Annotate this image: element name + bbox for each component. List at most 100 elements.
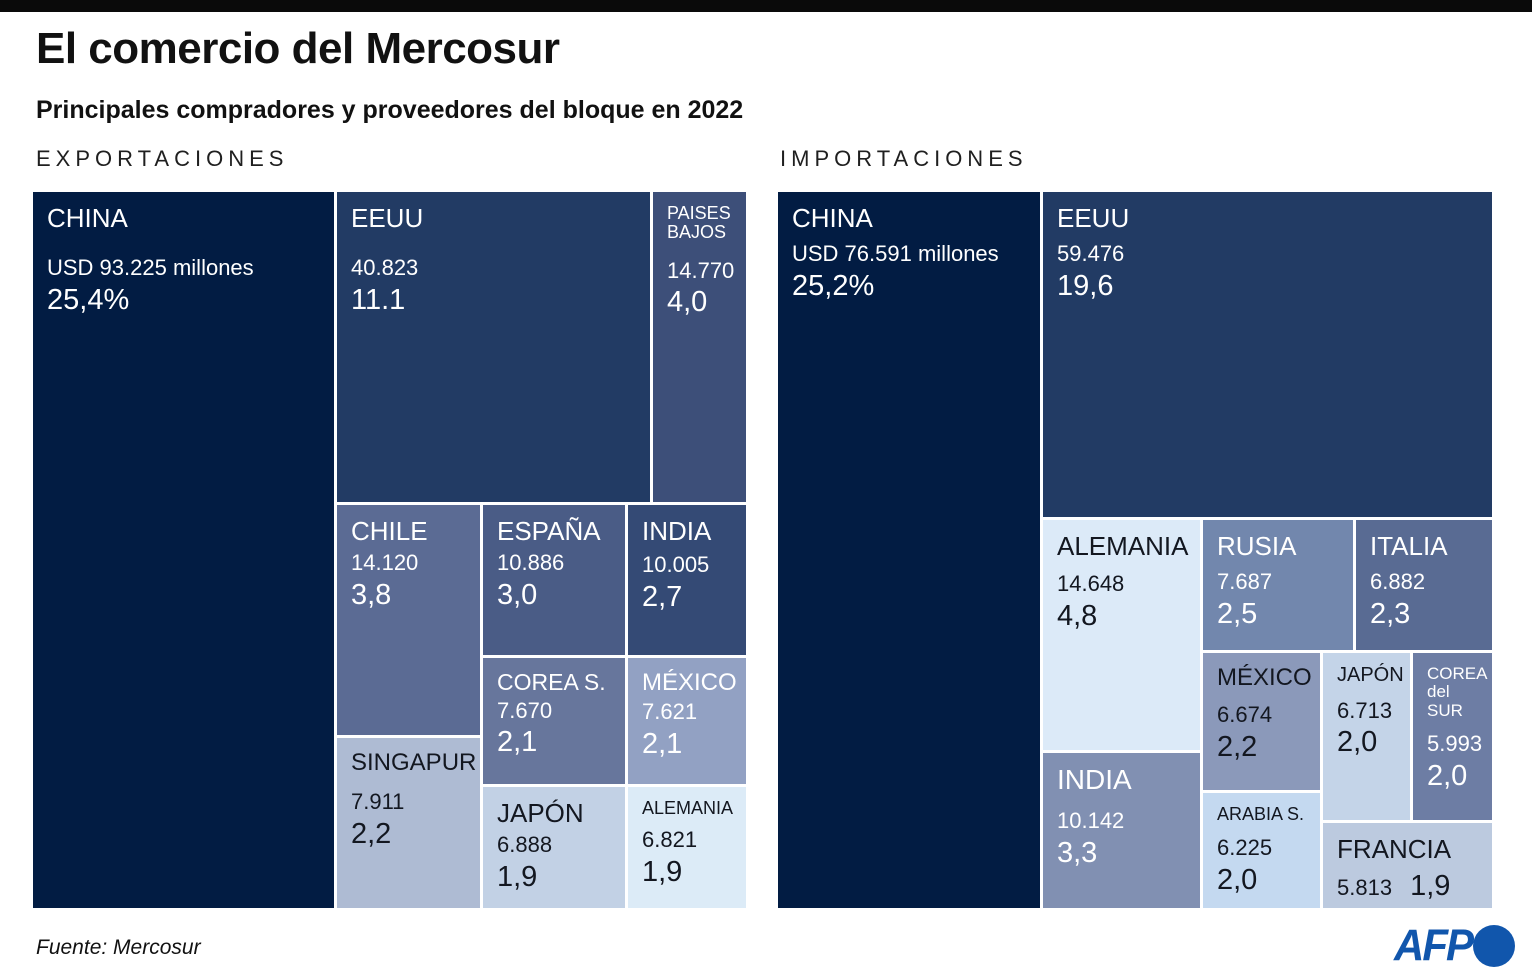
treemap-cell-japon: JAPÓN 6.888 1,9 <box>483 787 625 908</box>
cell-percent-label: 19,6 <box>1057 269 1114 302</box>
cell-value-label: 7.670 <box>497 697 553 723</box>
source-note: Fuente: Mercosur <box>36 936 201 959</box>
page-title: El comercio del Mercosur <box>36 24 560 73</box>
treemap-cell-singapur: SINGAPUR 7.911 2,2 <box>337 738 480 908</box>
cell-percent-label: 1,9 <box>1410 870 1451 903</box>
cell-value-label: 6.882 <box>1370 569 1426 595</box>
cell-percent-label: 2,0 <box>1427 759 1468 792</box>
cell-country-label: RUSIA <box>1217 531 1297 561</box>
cell-value-label: 59.476 <box>1057 241 1125 267</box>
cell-value-label: 10.142 <box>1057 808 1125 834</box>
treemap-cell-china: CHINA USD 93.225 millones 25,4% <box>33 192 334 908</box>
treemap-cell-francia: FRANCIA 5.813 1,9 <box>1323 823 1492 908</box>
cell-value-label: 6.674 <box>1217 701 1273 727</box>
treemap-cell-japon: JAPÓN 6.713 2,0 <box>1323 653 1410 820</box>
cell-country-label: ALEMANIA <box>1057 531 1189 561</box>
cell-percent-label: 2,3 <box>1370 597 1411 630</box>
cell-percent-label: 3,3 <box>1057 836 1098 869</box>
afp-logo-text: AFP <box>1394 920 1474 971</box>
treemap-imports: CHINA USD 76.591 millones 25,2% EEUU 59.476 1… <box>778 192 1492 908</box>
top-bar <box>0 0 1532 12</box>
cell-country-label: INDIA <box>1057 764 1132 795</box>
cell-country-label: COREA del SUR <box>1427 664 1488 720</box>
cell-percent-label: 2,0 <box>1217 864 1258 897</box>
cell-percent-label: 3,8 <box>351 578 392 611</box>
cell-percent-label: 1,9 <box>497 860 538 893</box>
cell-percent-label: 2,1 <box>497 726 538 759</box>
cell-value-label: 10.005 <box>642 552 710 578</box>
treemap-cell-india: INDIA 10.005 2,7 <box>628 505 746 655</box>
cell-value-label: 5.993 <box>1427 731 1483 757</box>
cell-percent-label: 2,2 <box>351 817 392 850</box>
treemap-cell-espana: ESPAÑA 10.886 3,0 <box>483 505 625 655</box>
cell-percent-label: 2,1 <box>642 727 683 760</box>
treemap-cell-china: CHINA USD 76.591 millones 25,2% <box>778 192 1040 908</box>
cell-percent-label: 1,9 <box>642 856 683 889</box>
treemap-cell-alemania: ALEMANIA 6.821 1,9 <box>628 787 746 908</box>
treemap-cell-corea-del-sur: COREA del SUR 5.993 2,0 <box>1413 653 1492 820</box>
cell-value-label: 6.225 <box>1217 835 1273 861</box>
cell-percent-label: 4,8 <box>1057 599 1098 632</box>
treemap-cell-italia: ITALIA 6.882 2,3 <box>1356 520 1492 650</box>
cell-country-label: EEUU <box>351 203 424 233</box>
cell-value-label: 6.821 <box>642 827 698 853</box>
cell-value-label: 14.120 <box>351 550 419 576</box>
cell-country-label: MÉXICO <box>1217 664 1312 691</box>
cell-value-label: 10.886 <box>497 550 565 576</box>
cell-value-row: 5.813 1,9 <box>1337 869 1480 904</box>
cell-value-label: 7.911 <box>351 788 405 814</box>
cell-value-label: 7.621 <box>642 698 698 724</box>
cell-percent-label: 2,7 <box>642 580 683 613</box>
cell-value-label: 6.713 <box>1337 697 1393 723</box>
cell-country-label: CHILE <box>351 516 428 546</box>
cell-value-label: USD 76.591 millones <box>792 241 999 267</box>
treemap-cell-india: INDIA 10.142 3,3 <box>1043 753 1200 908</box>
cell-country-label: CHINA <box>792 203 873 233</box>
cell-country-label: MÉXICO <box>642 669 737 696</box>
cell-value-label: 6.888 <box>497 832 553 858</box>
cell-value-label: 5.813 <box>1337 875 1393 901</box>
cell-country-label: ALEMANIA <box>642 798 734 818</box>
section-label-exports: EXPORTACIONES <box>36 146 289 171</box>
treemap-exports: CHINA USD 93.225 millones 25,4% EEUU 40.823 1… <box>33 192 746 908</box>
treemap-cell-chile: CHILE 14.120 3,8 <box>337 505 480 735</box>
cell-country-label: EEUU <box>1057 203 1130 233</box>
cell-country-label: INDIA <box>642 516 712 546</box>
cell-country-label: ARABIA S. <box>1217 804 1305 824</box>
treemap-cell-paises-bajos: PAISES BAJOS 14.770 4,0 <box>653 192 746 502</box>
page-subtitle: Principales compradores y proveedores de… <box>36 96 744 124</box>
cell-percent-label: 3,0 <box>497 578 538 611</box>
treemap-cell-eeuu: EEUU 59.476 19,6 <box>1043 192 1492 517</box>
treemap-cell-rusia: RUSIA 7.687 2,5 <box>1203 520 1353 650</box>
cell-percent-label: 4,0 <box>667 286 708 319</box>
cell-value-label: 14.648 <box>1057 571 1125 597</box>
cell-value-label: USD 93.225 millones <box>47 255 254 281</box>
cell-country-label: SINGAPUR <box>351 749 477 776</box>
treemap-cell-mexico: MÉXICO 7.621 2,1 <box>628 658 746 784</box>
cell-percent-label: 25,2% <box>792 269 875 302</box>
cell-country-label: ESPAÑA <box>497 516 601 546</box>
cell-country-label: CHINA <box>47 203 128 233</box>
treemap-cell-corea-s: COREA S. 7.670 2,1 <box>483 658 625 784</box>
cell-value-label: 40.823 <box>351 255 419 281</box>
afp-logo: AFP <box>1394 920 1515 971</box>
cell-value-label: 7.687 <box>1217 569 1273 595</box>
cell-country-label: PAISES BAJOS <box>667 203 731 243</box>
afp-logo-circle-icon <box>1473 925 1515 967</box>
cell-country-label: FRANCIA <box>1337 834 1452 864</box>
cell-percent-label: 11.1 <box>351 283 406 316</box>
cell-country-label: JAPÓN <box>1337 664 1404 686</box>
cell-percent-label: 2,5 <box>1217 597 1258 630</box>
treemap-cell-eeuu: EEUU 40.823 11.1 <box>337 192 650 502</box>
cell-percent-label: 25,4% <box>47 283 130 316</box>
cell-percent-label: 2,0 <box>1337 726 1378 759</box>
treemap-cell-alemania: ALEMANIA 14.648 4,8 <box>1043 520 1200 750</box>
section-label-imports: IMPORTACIONES <box>780 146 1028 171</box>
cell-country-label: COREA S. <box>497 669 606 695</box>
treemap-cell-mexico: MÉXICO 6.674 2,2 <box>1203 653 1320 790</box>
cell-country-label: JAPÓN <box>497 798 584 828</box>
cell-value-label: 14.770 <box>667 257 735 283</box>
treemap-cell-arabia-s: ARABIA S. 6.225 2,0 <box>1203 793 1320 908</box>
cell-percent-label: 2,2 <box>1217 730 1258 763</box>
